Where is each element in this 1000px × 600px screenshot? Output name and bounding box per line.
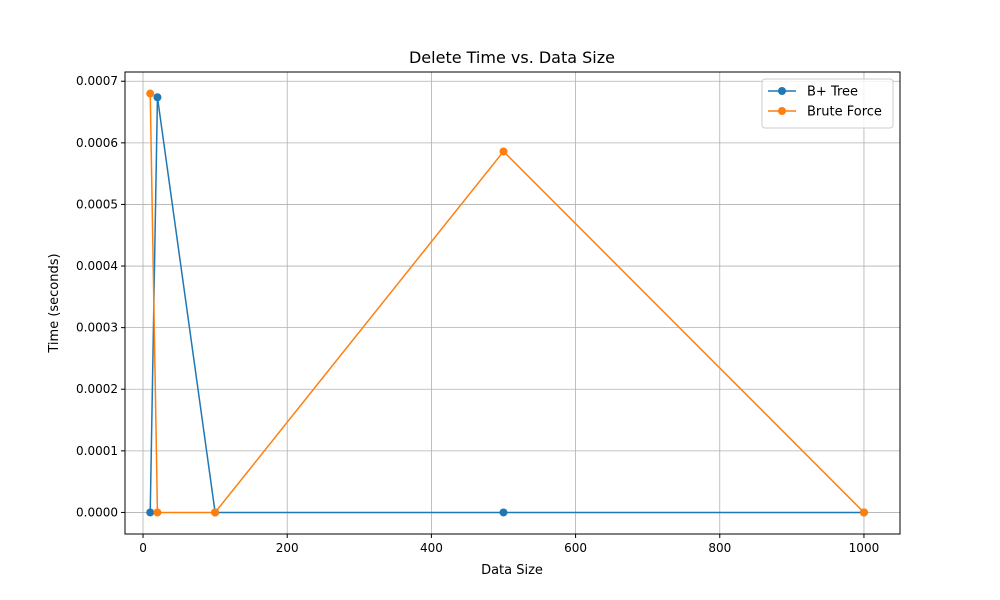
legend-label-b-tree: B+ Tree [807,85,858,100]
data-point-brute-force [211,508,220,517]
y-tick-label: 0.0002 [76,382,118,396]
series-brute-force [146,89,868,517]
x-tick-label: 0 [139,541,147,555]
series-b-tree [146,93,868,517]
y-tick-label: 0.0007 [76,74,118,88]
data-point-brute-force [859,508,868,517]
x-tick-label: 400 [420,541,443,555]
series-layer [146,89,868,517]
y-tick-label: 0.0003 [76,321,118,335]
legend: B+ Tree Brute Force [761,78,894,129]
legend-marker-b-tree [778,87,786,95]
y-tick-label: 0.0004 [76,259,118,273]
y-tick-label: 0.0000 [76,505,118,519]
plot-frame [124,71,901,535]
y-tick-label: 0.0005 [76,197,118,211]
chart-title: Delete Time vs. Data Size [409,48,615,67]
data-point-brute-force [153,508,162,517]
data-point-b-tree [499,508,508,517]
legend-marker-brute-force [778,107,786,115]
data-point-b-tree [153,93,162,102]
data-point-brute-force [499,147,508,156]
y-tick-label: 0.0006 [76,136,118,150]
x-tick-label: 1000 [849,541,880,555]
legend-label-brute-force: Brute Force [807,105,882,120]
grid-lines [125,72,900,534]
data-point-b-tree [146,508,155,517]
series-line-b-tree [149,96,864,514]
data-point-brute-force [146,89,155,98]
x-tick-label: 800 [708,541,731,555]
x-tick-label: 200 [276,541,299,555]
axis-ticks: 0 200 400 600 800 1000 0.0000 0.0001 0.0002 0.000… [76,74,879,555]
y-tick-label: 0.0001 [76,444,118,458]
series-line-brute-force [149,93,865,514]
x-tick-label: 600 [564,541,587,555]
y-axis-label: Time (seconds) [47,253,62,353]
x-axis-label: Data Size [481,563,543,578]
